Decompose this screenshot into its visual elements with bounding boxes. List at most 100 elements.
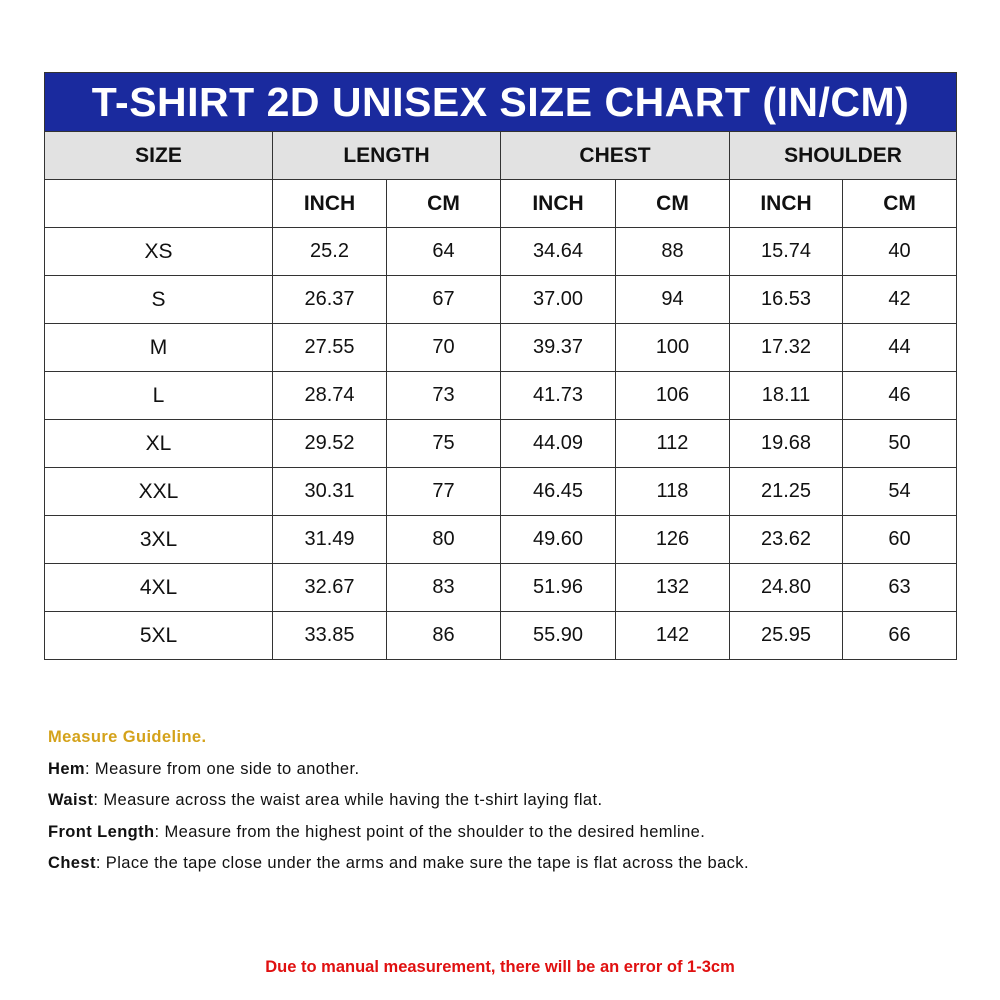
cell-shoulder-cm: 54	[841, 467, 958, 516]
cell-shoulder-cm: 42	[841, 275, 958, 324]
cell-length-cm: 67	[386, 275, 501, 324]
cell-shoulder-inch: 19.68	[729, 419, 843, 468]
unit-length-inch: INCH	[272, 179, 387, 228]
cell-shoulder-inch: 21.25	[729, 467, 843, 516]
table-row: L 28.74 73 41.73 106 18.11 46	[44, 371, 958, 420]
cell-shoulder-inch: 18.11	[729, 371, 843, 420]
cell-chest-inch: 51.96	[500, 563, 616, 612]
cell-length-cm: 70	[386, 323, 501, 372]
cell-shoulder-cm: 44	[841, 323, 958, 372]
cell-chest-cm: 100	[615, 323, 730, 372]
cell-length-inch: 25.2	[272, 227, 387, 276]
cell-shoulder-cm: 50	[841, 419, 958, 468]
cell-size: M	[44, 323, 273, 372]
cell-length-cm: 83	[386, 563, 501, 612]
cell-size: 5XL	[44, 611, 273, 660]
cell-length-inch: 27.55	[272, 323, 387, 372]
cell-shoulder-cm: 40	[841, 227, 958, 276]
guideline-chest: Chest: Place the tape close under the ar…	[48, 848, 749, 880]
cell-chest-cm: 142	[615, 611, 730, 660]
cell-chest-inch: 37.00	[500, 275, 616, 324]
cell-chest-inch: 34.64	[500, 227, 616, 276]
error-note: Due to manual measurement, there will be…	[265, 958, 735, 976]
guideline-hem: Hem: Measure from one side to another.	[48, 754, 749, 786]
header-shoulder: SHOULDER	[728, 131, 958, 180]
size-rows: XS 25.2 64 34.64 88 15.74 40 S 26.37 67 37.00 94 16.…	[44, 227, 958, 660]
table-row: XXL 30.31 77 46.45 118 21.25 54	[44, 467, 958, 516]
header-size: SIZE	[44, 131, 273, 180]
cell-shoulder-inch: 16.53	[729, 275, 843, 324]
header-chest: CHEST	[500, 131, 730, 180]
term: Hem	[48, 759, 85, 778]
cell-size: L	[44, 371, 273, 420]
unit-shoulder-cm: CM	[841, 179, 958, 228]
header-length: LENGTH	[272, 131, 501, 180]
cell-shoulder-cm: 63	[841, 563, 958, 612]
measure-guideline: Measure Guideline. Hem: Measure from one…	[48, 722, 749, 880]
desc: : Place the tape close under the arms an…	[95, 854, 749, 872]
cell-length-inch: 30.31	[272, 467, 387, 516]
cell-shoulder-inch: 25.95	[729, 611, 843, 660]
table-row: S 26.37 67 37.00 94 16.53 42	[44, 275, 958, 324]
cell-chest-inch: 39.37	[500, 323, 616, 372]
desc: : Measure from one side to another.	[84, 759, 360, 778]
cell-chest-inch: 44.09	[500, 419, 616, 468]
cell-chest-cm: 132	[615, 563, 730, 612]
guideline-waist: Waist: Measure across the waist area whi…	[48, 785, 749, 817]
table-row: 5XL 33.85 86 55.90 142 25.95 66	[44, 611, 958, 660]
cell-length-cm: 80	[386, 515, 501, 564]
cell-shoulder-inch: 17.32	[729, 323, 843, 372]
cell-size: 3XL	[44, 515, 273, 564]
cell-shoulder-inch: 24.80	[729, 563, 843, 612]
term: Waist	[48, 791, 94, 809]
cell-chest-cm: 118	[615, 467, 730, 516]
cell-shoulder-cm: 60	[841, 515, 958, 564]
table-row: 4XL 32.67 83 51.96 132 24.80 63	[44, 563, 958, 612]
cell-chest-cm: 112	[615, 419, 730, 468]
header-blank	[44, 179, 273, 228]
cell-size: XS	[44, 227, 273, 276]
desc: : Measure across the waist area while ha…	[93, 791, 603, 809]
cell-chest-inch: 46.45	[500, 467, 616, 516]
cell-length-cm: 73	[386, 371, 501, 420]
unit-chest-inch: INCH	[500, 179, 616, 228]
guideline-heading: Measure Guideline.	[48, 728, 207, 746]
unit-chest-cm: CM	[615, 179, 730, 228]
cell-length-cm: 86	[386, 611, 501, 660]
cell-shoulder-cm: 66	[841, 611, 958, 660]
cell-length-inch: 29.52	[272, 419, 387, 468]
cell-chest-cm: 126	[615, 515, 730, 564]
cell-length-inch: 31.49	[272, 515, 387, 564]
cell-length-inch: 32.67	[272, 563, 387, 612]
unit-length-cm: CM	[386, 179, 501, 228]
cell-length-inch: 33.85	[272, 611, 387, 660]
desc: : Measure from the highest point of the …	[154, 822, 706, 841]
size-chart-table: T-SHIRT 2D UNISEX SIZE CHART (IN/CM) SIZ…	[43, 72, 958, 660]
table-row: 3XL 31.49 80 49.60 126 23.62 60	[44, 515, 958, 564]
cell-length-cm: 77	[386, 467, 501, 516]
cell-size: XL	[44, 419, 273, 468]
table-row: XL 29.52 75 44.09 112 19.68 50	[44, 419, 958, 468]
cell-size: 4XL	[44, 563, 273, 612]
cell-length-inch: 26.37	[272, 275, 387, 324]
term: Chest	[48, 854, 96, 872]
chart-title: T-SHIRT 2D UNISEX SIZE CHART (IN/CM)	[43, 72, 958, 132]
unit-shoulder-inch: INCH	[729, 179, 843, 228]
cell-size: S	[44, 275, 273, 324]
table-row: XS 25.2 64 34.64 88 15.74 40	[44, 227, 958, 276]
guideline-front-length: Front Length: Measure from the highest p…	[48, 817, 749, 849]
cell-length-inch: 28.74	[272, 371, 387, 420]
cell-length-cm: 64	[386, 227, 501, 276]
cell-chest-cm: 94	[615, 275, 730, 324]
cell-chest-cm: 106	[615, 371, 730, 420]
cell-chest-inch: 41.73	[500, 371, 616, 420]
cell-chest-cm: 88	[615, 227, 730, 276]
cell-shoulder-cm: 46	[841, 371, 958, 420]
table-row: M 27.55 70 39.37 100 17.32 44	[44, 323, 958, 372]
cell-shoulder-inch: 23.62	[729, 515, 843, 564]
cell-chest-inch: 55.90	[500, 611, 616, 660]
cell-length-cm: 75	[386, 419, 501, 468]
cell-chest-inch: 49.60	[500, 515, 616, 564]
term: Front Length	[48, 822, 155, 841]
cell-shoulder-inch: 15.74	[729, 227, 843, 276]
